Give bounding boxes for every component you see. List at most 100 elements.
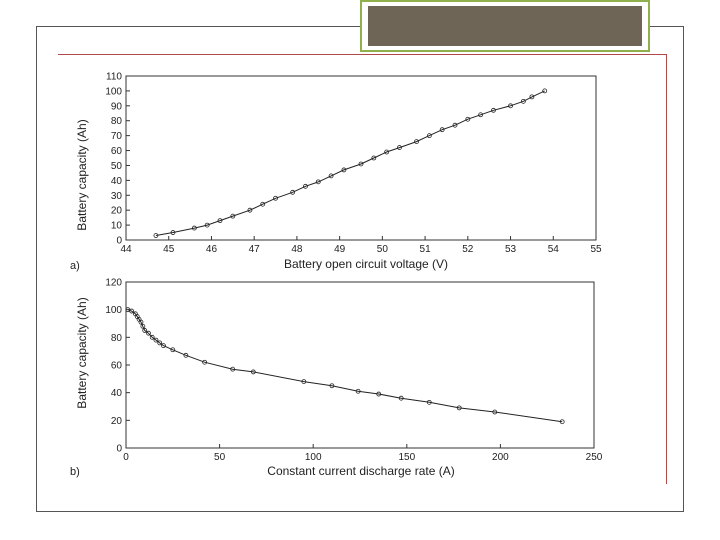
data-point — [146, 330, 151, 336]
y-tick-label: 120 — [105, 278, 122, 289]
y-tick-label: 80 — [111, 116, 123, 127]
y-tick-label: 40 — [111, 388, 123, 399]
data-point — [329, 383, 335, 389]
data-point — [529, 94, 535, 100]
data-point — [355, 388, 361, 394]
data-point — [398, 395, 404, 401]
x-tick-label: 54 — [548, 244, 560, 255]
data-point — [140, 323, 146, 329]
title-placeholder — [360, 0, 650, 52]
data-point — [358, 161, 364, 167]
data-point — [183, 352, 189, 358]
data-point — [290, 189, 296, 195]
x-tick-label: 44 — [120, 244, 132, 255]
y-axis-label-b: Battery capacity (Ah) — [75, 297, 89, 408]
data-point — [456, 405, 462, 411]
data-point — [465, 116, 471, 122]
data-point — [230, 213, 236, 219]
y-tick-label: 90 — [111, 101, 123, 112]
data-point — [260, 201, 266, 207]
data-point — [315, 179, 321, 185]
y-tick-label: 50 — [111, 161, 123, 172]
x-tick-label: 0 — [123, 452, 129, 463]
x-tick-label: 46 — [206, 244, 218, 255]
panel-label-b: b) — [70, 466, 80, 478]
y-tick-label: 20 — [111, 206, 123, 217]
data-point — [491, 107, 496, 113]
data-point — [153, 337, 159, 343]
data-point — [170, 347, 176, 353]
data-point — [376, 391, 382, 397]
side-rule — [666, 54, 667, 484]
data-point — [303, 183, 308, 189]
data-point — [384, 149, 390, 155]
data-point — [520, 98, 526, 104]
data-point — [414, 139, 419, 144]
x-tick-label: 100 — [305, 452, 322, 463]
x-tick-label: 52 — [462, 244, 474, 255]
data-point — [204, 222, 210, 228]
x-tick-label: 50 — [377, 244, 389, 255]
chart-a: a) Battery capacity (Ah) Battery open ci… — [70, 72, 602, 273]
data-point — [559, 419, 565, 425]
y-tick-label: 70 — [111, 131, 123, 142]
x-tick-label: 45 — [163, 244, 175, 255]
x-tick-label: 49 — [334, 244, 346, 255]
x-tick-label: 150 — [398, 452, 415, 463]
series-line — [127, 309, 563, 423]
data-point — [157, 340, 163, 346]
y-tick-label: 110 — [106, 72, 122, 83]
y-tick-label: 10 — [111, 221, 123, 232]
data-point — [439, 127, 445, 133]
y-tick-label: 60 — [111, 361, 123, 372]
data-point — [250, 369, 256, 375]
data-point — [247, 207, 253, 213]
data-point — [426, 399, 432, 405]
header-rule — [58, 54, 666, 55]
x-tick-label: 53 — [505, 244, 517, 255]
data-point — [217, 218, 223, 224]
data-point — [129, 308, 135, 314]
x-tick-label: 47 — [249, 244, 261, 255]
data-point — [426, 133, 432, 139]
data-point — [452, 122, 458, 128]
data-point — [230, 366, 236, 372]
x-tick-label: 50 — [214, 452, 226, 463]
y-tick-label: 100 — [105, 86, 122, 97]
x-tick-label: 200 — [492, 452, 509, 463]
y-axis-label-a: Battery capacity (Ah) — [75, 119, 89, 230]
data-point — [397, 145, 402, 150]
data-point — [170, 230, 176, 235]
data-point — [273, 195, 278, 201]
y-tick-label: 80 — [111, 333, 123, 344]
panel-label-a: a) — [70, 260, 80, 272]
y-tick-label: 0 — [116, 444, 122, 455]
chart-b: b) Battery capacity (Ah) Constant curren… — [70, 278, 603, 479]
y-tick-label: 0 — [116, 236, 122, 247]
data-point — [492, 409, 498, 415]
data-point — [153, 233, 159, 238]
data-point — [149, 334, 155, 340]
x-axis-label-a: Battery open circuit voltage (V) — [284, 257, 448, 271]
y-tick-label: 30 — [111, 191, 123, 202]
data-point — [478, 112, 484, 118]
x-tick-label: 51 — [420, 244, 432, 255]
data-point — [138, 319, 144, 325]
title-placeholder-fill — [368, 6, 642, 46]
data-point — [191, 225, 197, 231]
data-point — [142, 328, 148, 333]
data-point — [341, 167, 347, 173]
plot-area-frame — [125, 281, 595, 449]
x-tick-label: 48 — [291, 244, 303, 255]
data-point — [542, 88, 548, 94]
data-point — [371, 155, 377, 161]
plot-area-frame — [125, 75, 597, 241]
x-tick-label: 250 — [586, 452, 603, 463]
x-tick-label: 55 — [590, 244, 602, 255]
data-point — [508, 103, 513, 109]
data-point — [202, 359, 208, 365]
x-axis-label-b: Constant current discharge rate (A) — [267, 464, 454, 478]
y-tick-label: 60 — [111, 146, 123, 157]
y-tick-label: 20 — [111, 416, 123, 427]
y-tick-label: 100 — [105, 305, 122, 316]
